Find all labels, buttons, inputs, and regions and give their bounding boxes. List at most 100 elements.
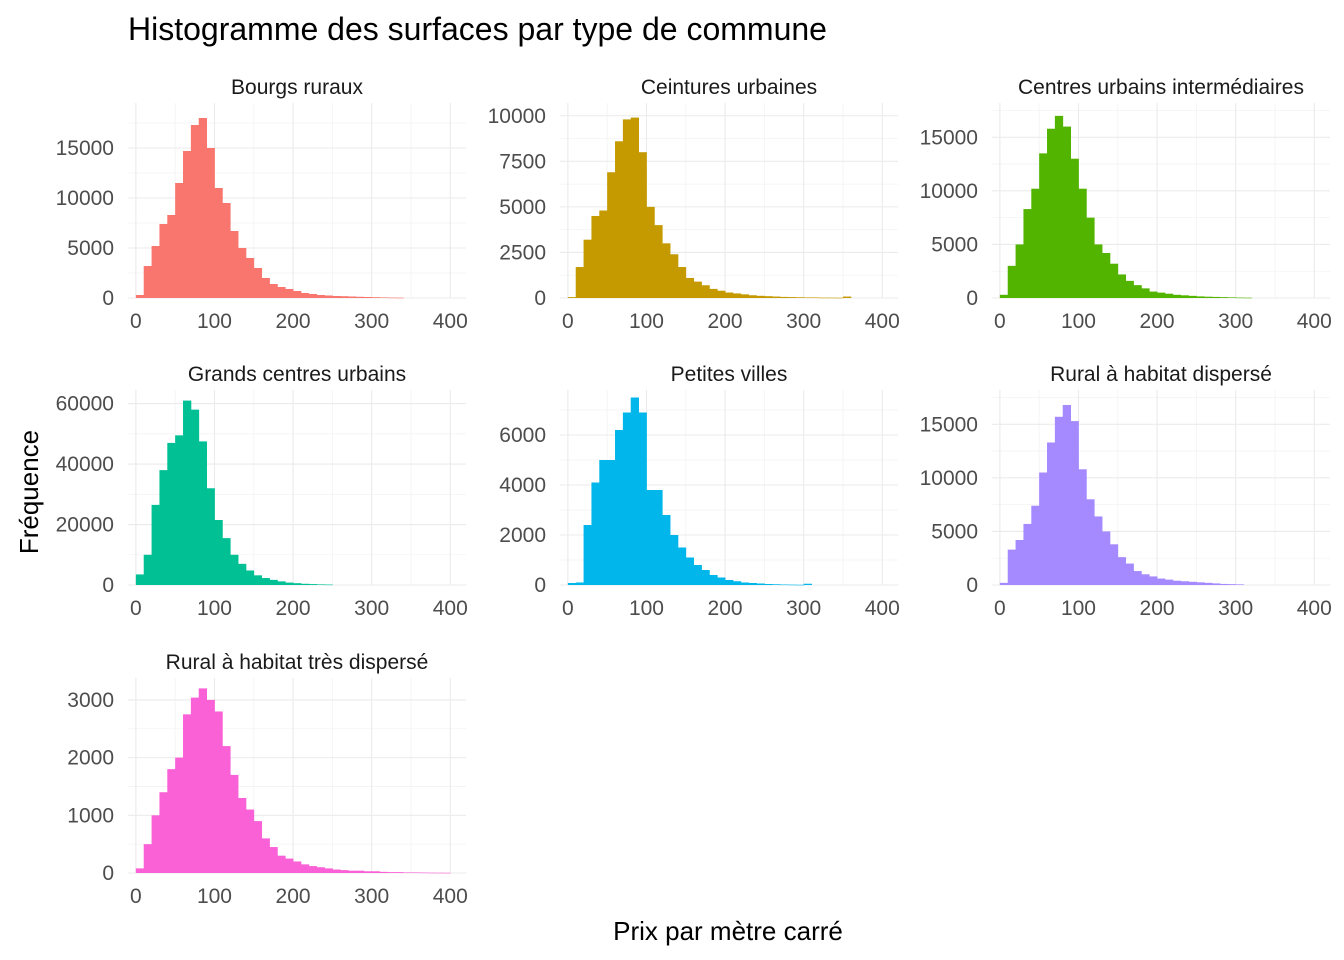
histogram-bar <box>1078 469 1087 585</box>
histogram-bar <box>198 118 207 298</box>
histogram-bar <box>567 583 577 585</box>
y-tick-label: 5000 <box>67 237 114 260</box>
histogram-bar <box>143 554 152 585</box>
histogram-bar <box>1039 153 1048 298</box>
histogram-bar <box>999 294 1009 298</box>
histogram-bar <box>1039 472 1048 585</box>
x-tick-label: 0 <box>130 885 142 908</box>
histogram-bar <box>1243 297 1252 299</box>
histogram-bar <box>630 117 639 298</box>
histogram-bar <box>363 871 373 873</box>
histogram-bar <box>717 290 726 298</box>
y-tick-label: 2500 <box>499 241 546 264</box>
histogram-bar <box>1094 244 1103 298</box>
histogram-bar <box>1070 421 1079 585</box>
histogram-bar <box>1141 574 1150 585</box>
panel-rural-a-habitat-disperse: Rural à habitat dispersé 0 100 200 300 400 0 50… <box>920 363 1332 620</box>
histogram-bar <box>607 460 616 585</box>
histogram-bar <box>1031 188 1040 298</box>
histogram-bar <box>1235 584 1244 585</box>
histogram-bar <box>1023 209 1032 298</box>
histogram-bar <box>615 430 624 585</box>
histogram-bar <box>591 215 600 298</box>
histogram-bar <box>277 855 286 873</box>
histogram-bar <box>1086 499 1095 585</box>
histogram-bar <box>575 267 584 298</box>
histogram-bar <box>238 248 247 298</box>
histogram-bar <box>363 297 373 298</box>
panel-bourgs-ruraux: Bourgs ruraux 0 100 200 300 400 0 5000 10000 1500… <box>56 76 468 333</box>
histogram-bar <box>410 872 420 874</box>
panel-title: Bourgs ruraux <box>231 76 363 99</box>
histogram-bar <box>1219 297 1229 298</box>
histogram-bar <box>332 296 341 298</box>
histogram-bar <box>1235 297 1244 299</box>
histogram-bar <box>316 584 325 585</box>
y-tick-label: 15000 <box>920 413 978 436</box>
histogram-bar <box>245 570 255 585</box>
x-tick-label: 200 <box>276 885 311 908</box>
y-tick-label: 0 <box>102 862 114 885</box>
x-tick-label: 200 <box>1140 310 1175 333</box>
histogram-bar <box>709 575 718 585</box>
histogram-bar <box>717 577 726 585</box>
panel-centres-urbains-intermediaires: Centres urbains intermédiaires 0 100 200 300… <box>920 76 1332 333</box>
histogram-bar <box>725 292 734 298</box>
histogram-bar <box>748 295 757 298</box>
histogram-bar <box>300 293 310 298</box>
histogram-bar <box>1117 274 1127 298</box>
histogram-bar <box>842 296 852 298</box>
histogram-bar <box>214 520 223 585</box>
histogram-bar <box>222 538 231 585</box>
histogram-bar <box>214 188 223 298</box>
y-axis-title: Fréquence <box>14 430 44 554</box>
y-tick-label: 4000 <box>499 474 546 497</box>
y-tick-label: 3000 <box>67 689 114 712</box>
histogram-bar <box>787 584 797 586</box>
histogram-bar <box>1188 295 1197 298</box>
histogram-bar <box>670 254 679 298</box>
histogram-bar <box>772 584 781 585</box>
histogram-bar <box>324 868 333 873</box>
histogram-bar <box>253 821 263 873</box>
histogram-bar <box>175 183 184 298</box>
histogram-bar <box>371 297 380 298</box>
histogram-bar <box>662 243 671 298</box>
y-tick-label: 7500 <box>499 150 546 173</box>
histogram-bar <box>646 206 655 298</box>
x-tick-label: 400 <box>1297 597 1332 620</box>
y-tick-label: 0 <box>102 574 114 597</box>
histogram-bar <box>1227 584 1237 585</box>
histogram-bar <box>693 281 702 298</box>
histogram-bar <box>1196 296 1205 298</box>
histogram-bar <box>725 580 734 585</box>
histogram-bar <box>685 277 695 298</box>
y-tick-label: 10000 <box>56 187 114 210</box>
histogram-bar <box>332 869 341 873</box>
histogram-bar <box>175 757 184 873</box>
x-tick-label: 200 <box>708 310 743 333</box>
histogram-bar <box>183 400 192 585</box>
histogram-bar <box>575 582 584 585</box>
histogram-bar <box>379 871 388 873</box>
histogram-bar <box>701 570 710 585</box>
histogram-bar <box>285 289 294 298</box>
histogram-bar <box>308 294 318 298</box>
histogram-bar <box>143 266 152 298</box>
panel-ceintures-urbaines: Ceintures urbaines 0 100 200 300 400 0 2500 5000… <box>488 76 900 333</box>
histogram-bar <box>159 224 168 298</box>
histogram-bar <box>630 397 639 585</box>
histogram-bar <box>748 583 757 585</box>
histogram-bar <box>190 697 200 873</box>
histogram-bar <box>1054 416 1064 585</box>
histogram-bar <box>599 460 608 585</box>
histogram-bar <box>1164 293 1174 298</box>
y-tick-label: 15000 <box>56 137 114 160</box>
x-axis-title: Prix par mètre carré <box>613 916 843 946</box>
chart-title: Histogramme des surfaces par type de com… <box>128 11 827 47</box>
histogram-bar <box>143 844 152 873</box>
x-tick-label: 300 <box>1218 310 1253 333</box>
y-tick-label: 6000 <box>499 424 546 447</box>
